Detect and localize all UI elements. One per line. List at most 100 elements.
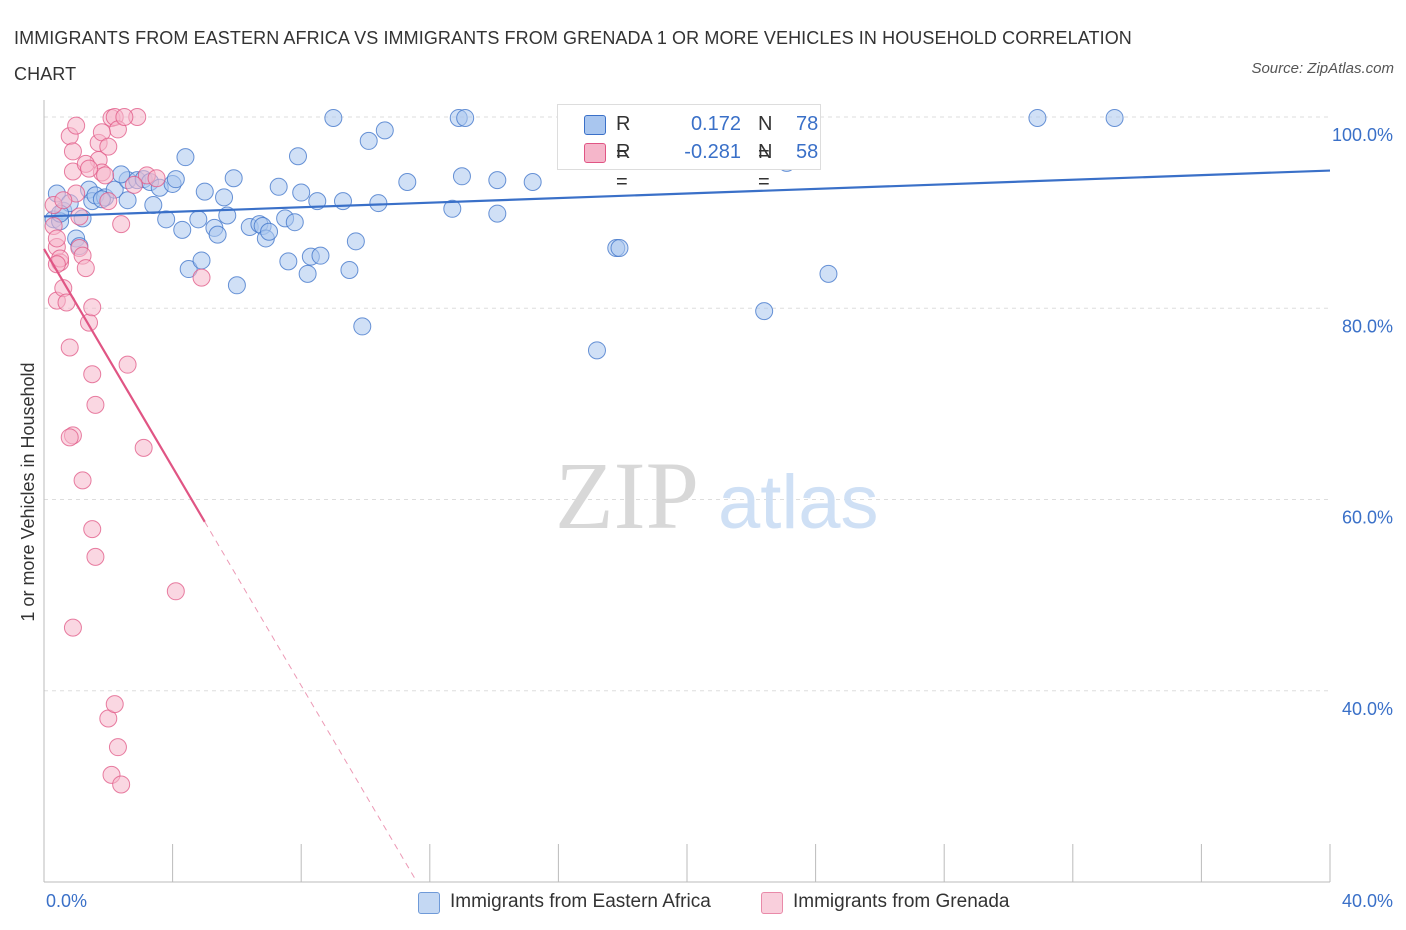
point-grenada bbox=[86, 395, 105, 414]
point-eastern-africa bbox=[189, 210, 208, 229]
point-eastern-africa bbox=[353, 317, 372, 336]
point-eastern-africa bbox=[173, 220, 192, 239]
point-eastern-africa bbox=[1028, 108, 1047, 127]
point-eastern-africa bbox=[488, 171, 507, 190]
watermark-zip: ZIP bbox=[555, 442, 699, 549]
point-eastern-africa bbox=[340, 261, 359, 279]
point-eastern-africa bbox=[260, 222, 279, 241]
point-eastern-africa bbox=[227, 276, 246, 295]
point-eastern-africa bbox=[176, 148, 195, 167]
point-eastern-africa bbox=[285, 213, 304, 232]
gridlines bbox=[44, 116, 1330, 692]
point-grenada bbox=[80, 159, 99, 178]
point-grenada bbox=[108, 738, 127, 757]
point-grenada bbox=[63, 142, 82, 161]
point-grenada bbox=[73, 471, 92, 490]
point-grenada bbox=[96, 166, 115, 185]
point-grenada bbox=[47, 229, 66, 248]
n-label: N = bbox=[758, 141, 773, 193]
axis-labels: 100.0% 80.0% 60.0% 40.0% 0.0% 40.0% 1 or more … bbox=[18, 125, 1393, 911]
y-tick-label: 100.0% bbox=[1332, 125, 1393, 145]
y-tick-label: 60.0% bbox=[1342, 508, 1393, 528]
point-eastern-africa bbox=[208, 225, 227, 244]
y-tick-label: 80.0% bbox=[1342, 316, 1393, 336]
correlation-legend: R = 0.172 N = 78 R = -0.281 N = 58 bbox=[557, 104, 821, 193]
n-value: 78 bbox=[796, 113, 819, 135]
point-grenada bbox=[115, 108, 134, 126]
r-value: -0.281 bbox=[684, 141, 741, 163]
n-value: 58 bbox=[796, 141, 819, 163]
n-label: N = bbox=[758, 113, 773, 165]
point-eastern-africa bbox=[398, 173, 417, 192]
r-label: R = bbox=[616, 141, 631, 193]
point-eastern-africa bbox=[819, 264, 838, 283]
point-eastern-africa bbox=[215, 188, 234, 207]
point-eastern-africa bbox=[288, 147, 307, 166]
y-axis-label: 1 or more Vehicles in Household bbox=[18, 362, 38, 621]
point-grenada bbox=[83, 298, 102, 317]
point-eastern-africa bbox=[218, 206, 237, 225]
point-grenada bbox=[60, 338, 79, 357]
chart-title: IMMIGRANTS FROM EASTERN AFRICA VS IMMIGR… bbox=[14, 28, 1132, 84]
legend-label: Immigrants from Grenada bbox=[793, 891, 1010, 912]
point-grenada bbox=[76, 259, 95, 278]
pink-swatch bbox=[761, 892, 783, 914]
point-grenada bbox=[118, 355, 137, 374]
point-eastern-africa bbox=[452, 167, 471, 186]
legend-label: Immigrants from Eastern Africa bbox=[450, 891, 711, 912]
point-grenada bbox=[83, 365, 102, 384]
point-eastern-africa bbox=[346, 232, 365, 251]
trend-grenada-dashed bbox=[204, 521, 418, 883]
point-grenada bbox=[63, 618, 82, 637]
point-grenada bbox=[86, 547, 105, 566]
r-value: 0.172 bbox=[690, 113, 741, 135]
point-eastern-africa bbox=[157, 210, 176, 229]
point-eastern-africa bbox=[179, 260, 198, 279]
point-eastern-africa bbox=[755, 302, 774, 321]
point-grenada bbox=[99, 137, 118, 156]
point-eastern-africa bbox=[279, 252, 298, 271]
trend-eastern-africa bbox=[43, 169, 1331, 218]
point-grenada bbox=[192, 268, 211, 287]
trend-grenada-solid bbox=[43, 248, 206, 523]
blue-swatch bbox=[584, 115, 606, 135]
point-eastern-africa bbox=[523, 173, 542, 192]
point-grenada bbox=[99, 192, 118, 211]
point-eastern-africa bbox=[118, 191, 137, 210]
point-eastern-africa bbox=[443, 199, 462, 218]
point-grenada bbox=[166, 582, 185, 601]
point-eastern-africa bbox=[308, 192, 327, 211]
point-eastern-africa bbox=[166, 170, 185, 189]
blue-swatch bbox=[418, 892, 440, 914]
y-tick-label: 40.0% bbox=[1342, 699, 1393, 719]
point-grenada bbox=[134, 438, 153, 457]
point-grenada bbox=[112, 775, 131, 794]
point-eastern-africa bbox=[324, 108, 343, 127]
point-eastern-africa bbox=[369, 194, 388, 213]
r-label: R = bbox=[616, 113, 631, 165]
point-eastern-africa bbox=[610, 239, 629, 258]
point-eastern-africa bbox=[144, 195, 163, 214]
x-tick-label-min: 0.0% bbox=[46, 891, 87, 911]
point-eastern-africa bbox=[359, 131, 378, 150]
point-grenada bbox=[125, 175, 144, 194]
point-grenada bbox=[105, 695, 124, 714]
point-eastern-africa bbox=[269, 177, 288, 196]
point-eastern-africa bbox=[587, 341, 606, 360]
point-eastern-africa bbox=[333, 192, 352, 211]
point-eastern-africa bbox=[488, 204, 507, 223]
point-eastern-africa bbox=[311, 246, 330, 265]
point-eastern-africa bbox=[375, 121, 394, 140]
trend-lines bbox=[43, 169, 1331, 883]
point-grenada bbox=[83, 520, 102, 539]
point-eastern-africa bbox=[456, 108, 475, 127]
point-eastern-africa bbox=[1105, 108, 1124, 127]
x-tick-label-max: 40.0% bbox=[1342, 891, 1393, 911]
point-grenada bbox=[54, 191, 73, 210]
point-eastern-africa bbox=[224, 169, 243, 188]
point-eastern-africa bbox=[292, 183, 311, 202]
point-eastern-africa bbox=[195, 182, 214, 201]
data-points bbox=[44, 108, 1124, 794]
source-label: Source: ZipAtlas.com bbox=[1251, 60, 1394, 77]
pink-swatch bbox=[584, 143, 606, 163]
